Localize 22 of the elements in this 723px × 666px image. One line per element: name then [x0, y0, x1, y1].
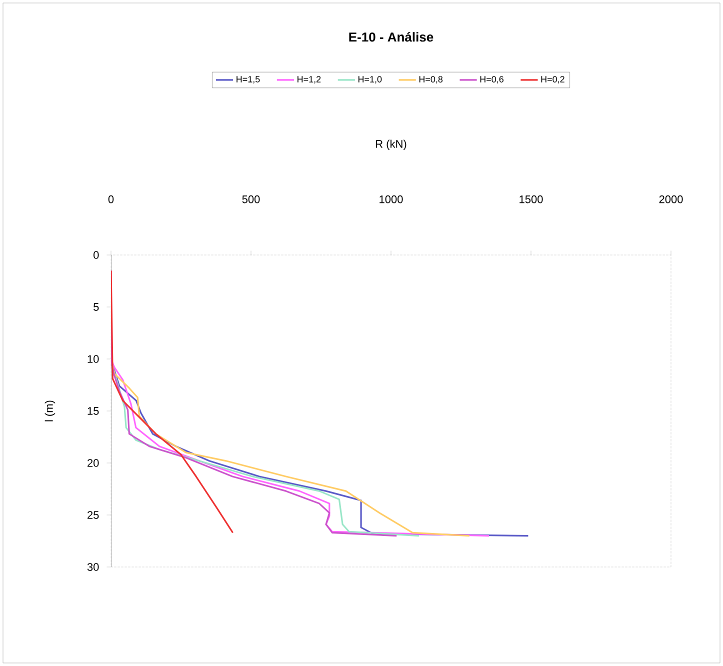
legend-label: H=1,5 — [236, 76, 260, 84]
legend-label: H=0,6 — [480, 76, 504, 84]
y-tick-label: 30 — [87, 563, 99, 571]
y-tick-label: 15 — [88, 407, 99, 415]
y-tick-label: 0 — [94, 251, 99, 259]
chart-title: E-10 - Análise — [349, 32, 434, 42]
legend-label: H=1,0 — [358, 76, 382, 84]
y-tick-label: 5 — [94, 303, 99, 311]
x-axis-title: R (kN) — [376, 140, 406, 150]
x-tick-label: 2000 — [659, 195, 683, 204]
legend-label: H=1,2 — [298, 76, 321, 84]
y-tick-label: 10 — [88, 355, 99, 363]
x-tick-label: 1500 — [520, 195, 543, 204]
x-tick-label: 1000 — [380, 195, 403, 204]
y-tick-label: 20 — [88, 459, 99, 467]
line-series — [111, 270, 234, 534]
y-tick-label: 25 — [88, 511, 99, 519]
legend-label: H=0,2 — [541, 76, 564, 84]
y-axis-title: l (m) — [44, 400, 56, 422]
x-tick-label: 500 — [242, 195, 260, 204]
x-tick-label: 0 — [108, 195, 114, 204]
legend-label: H=0,8 — [419, 76, 443, 84]
